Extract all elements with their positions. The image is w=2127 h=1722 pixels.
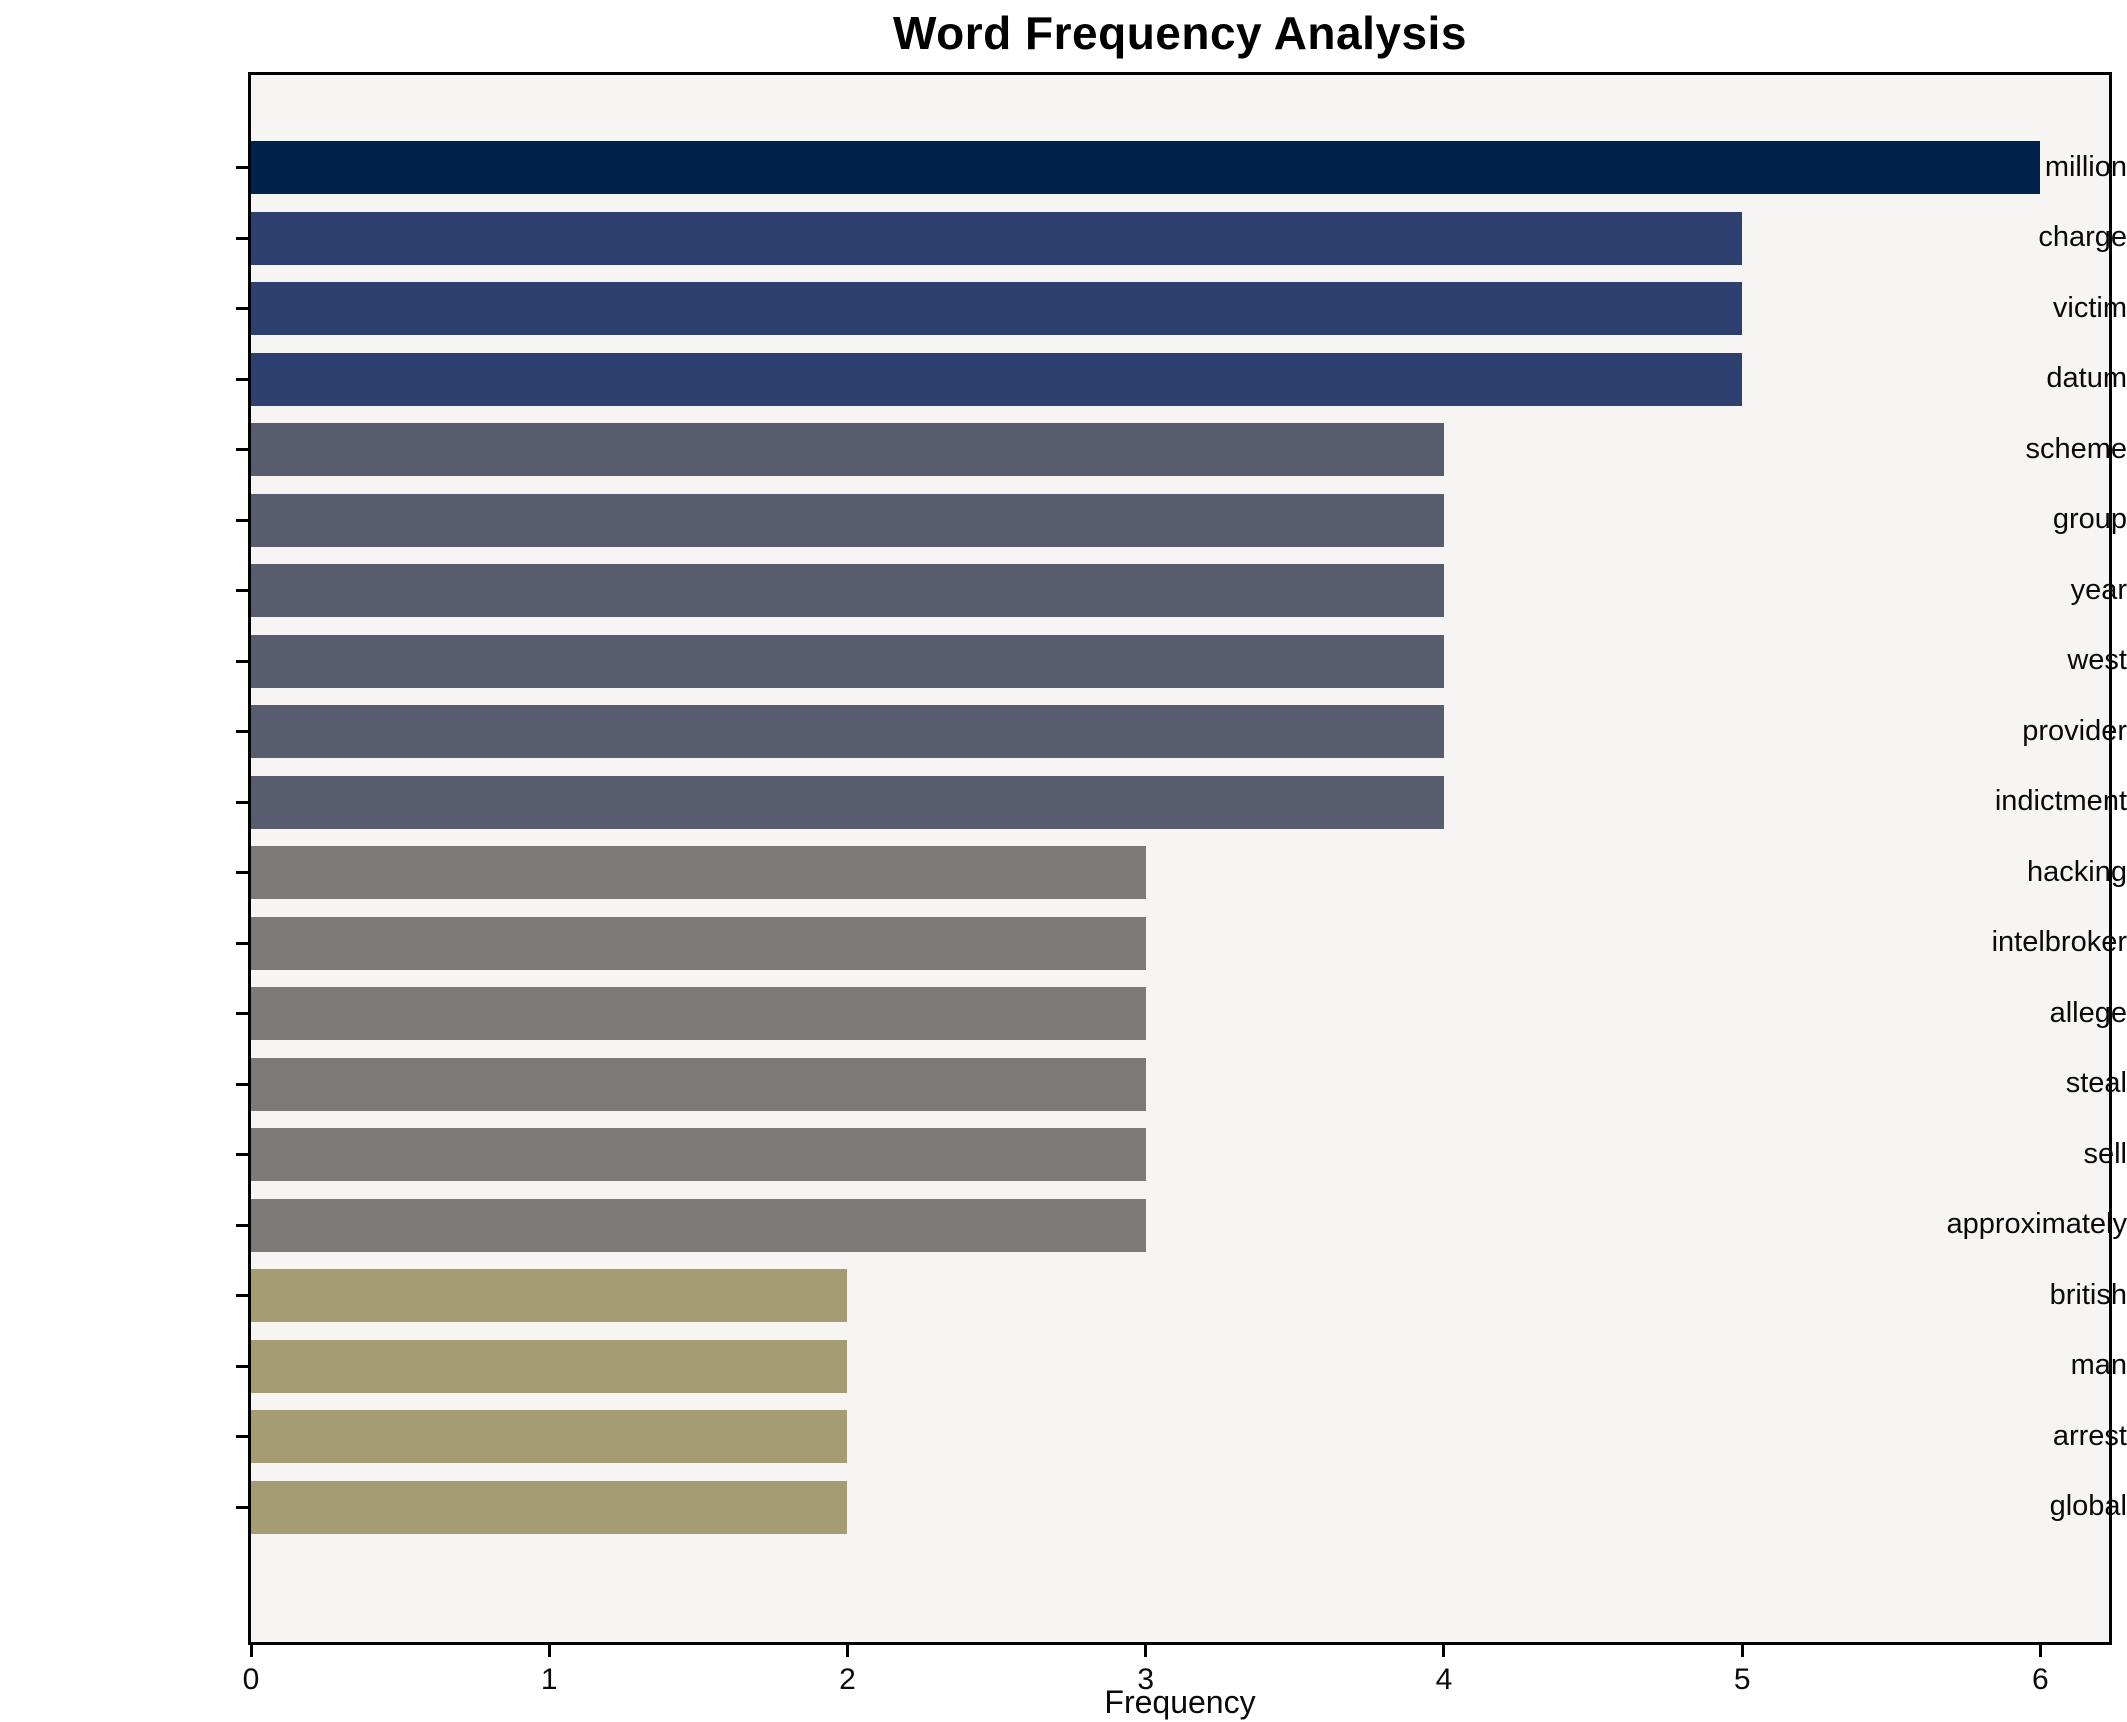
- y-tick-label-victim: victim: [2052, 291, 2127, 324]
- chart-title: Word Frequency Analysis: [893, 7, 1467, 59]
- bar-victim: [251, 282, 1743, 335]
- bar-west: [251, 634, 1444, 688]
- y-tick-label-british: british: [2049, 1278, 2127, 1311]
- bar-year: [251, 564, 1444, 617]
- bar-british: [251, 1269, 848, 1322]
- y-tick-label-year: year: [2070, 573, 2127, 606]
- y-tick-label-man: man: [2070, 1349, 2127, 1381]
- y-tick-mark: [236, 1435, 248, 1438]
- x-tick-mark: [845, 1645, 849, 1657]
- y-tick-mark: [236, 236, 248, 240]
- y-tick-label-charge: charge: [2038, 221, 2127, 253]
- x-axis-title: Frequency: [1104, 1684, 1256, 1720]
- y-tick-mark: [236, 730, 248, 733]
- bar-global: [251, 1480, 848, 1534]
- y-tick-mark: [236, 1012, 248, 1015]
- x-tick-label-4: 4: [1435, 1663, 1453, 1696]
- y-tick-mark: [236, 1505, 248, 1509]
- y-tick-mark: [236, 1364, 248, 1368]
- bar-datum: [251, 352, 1743, 406]
- bar-charge: [251, 211, 1743, 265]
- bar-scheme: [251, 423, 1444, 476]
- y-tick-label-allege: allege: [2049, 996, 2127, 1029]
- bar-indictment: [251, 775, 1444, 829]
- y-tick-mark: [236, 518, 248, 522]
- y-tick-mark: [236, 307, 248, 310]
- y-tick-label-group: group: [2052, 503, 2127, 535]
- y-tick-label-hacking: hacking: [2027, 855, 2127, 888]
- plot-area: [248, 72, 2112, 1645]
- y-tick-mark: [236, 1223, 248, 1227]
- bar-hacking: [251, 846, 1146, 899]
- bar-approximately: [251, 1198, 1146, 1252]
- y-tick-mark: [236, 166, 248, 169]
- x-tick-mark: [249, 1645, 253, 1657]
- y-tick-mark: [236, 659, 248, 663]
- y-tick-label-sell: sell: [2083, 1137, 2127, 1170]
- bar-intelbroker: [251, 916, 1146, 970]
- y-tick-label-scheme: scheme: [2025, 432, 2127, 465]
- y-tick-mark: [236, 448, 248, 451]
- y-tick-mark: [236, 1082, 248, 1086]
- y-tick-label-steal: steal: [2065, 1067, 2127, 1099]
- bar-arrest: [251, 1410, 848, 1463]
- x-tick-label-2: 2: [839, 1663, 856, 1696]
- y-tick-mark: [236, 377, 248, 381]
- x-tick-label-6: 6: [2032, 1663, 2049, 1696]
- x-tick-mark: [547, 1645, 551, 1657]
- bar-million: [251, 141, 2041, 194]
- x-tick-mark: [2038, 1645, 2042, 1657]
- y-tick-label-intelbroker: intelbroker: [1991, 926, 2127, 958]
- y-tick-label-provider: provider: [2022, 714, 2127, 747]
- x-tick-label-5: 5: [1733, 1663, 1751, 1696]
- y-tick-mark: [236, 800, 248, 804]
- y-tick-mark: [236, 1294, 248, 1297]
- y-tick-label-datum: datum: [2046, 362, 2127, 394]
- x-tick-mark: [1740, 1645, 1744, 1657]
- y-tick-mark: [236, 589, 248, 592]
- x-tick-label-3: 3: [1137, 1663, 1155, 1696]
- x-tick-label-0: 0: [242, 1663, 260, 1696]
- y-tick-label-global: global: [2049, 1490, 2127, 1522]
- bar-group: [251, 493, 1444, 547]
- x-tick-mark: [1442, 1645, 1446, 1657]
- y-tick-label-arrest: arrest: [2052, 1419, 2127, 1452]
- bar-sell: [251, 1128, 1146, 1181]
- y-tick-label-indictment: indictment: [1994, 785, 2127, 817]
- bar-man: [251, 1339, 848, 1393]
- x-tick-label-1: 1: [540, 1663, 558, 1696]
- bar-steal: [251, 1057, 1146, 1111]
- y-tick-mark: [236, 941, 248, 945]
- y-tick-label-approximately: approximately: [1946, 1208, 2127, 1240]
- y-tick-mark: [236, 1153, 248, 1156]
- y-tick-mark: [236, 871, 248, 874]
- x-tick-mark: [1144, 1645, 1148, 1657]
- bar-provider: [251, 705, 1444, 758]
- y-tick-label-west: west: [2067, 644, 2127, 676]
- bar-allege: [251, 987, 1146, 1040]
- y-tick-label-million: million: [2044, 150, 2127, 183]
